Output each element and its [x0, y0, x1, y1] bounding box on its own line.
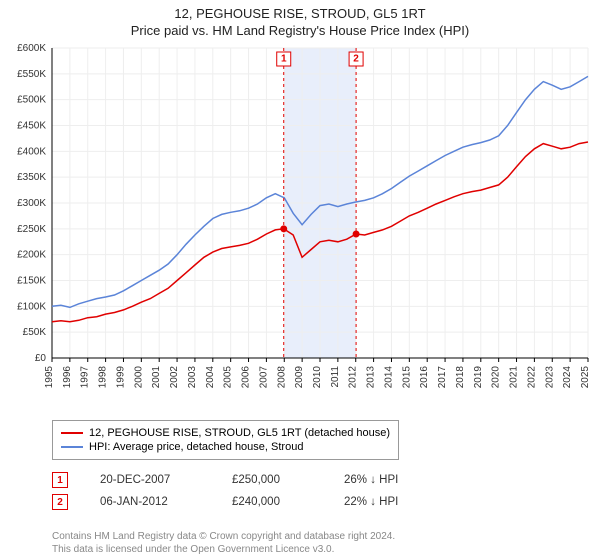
svg-text:2004: 2004: [205, 366, 216, 389]
svg-text:£450K: £450K: [17, 121, 46, 132]
sale-row: 2 06-JAN-2012 £240,000 22% ↓ HPI: [52, 494, 398, 510]
svg-text:2015: 2015: [401, 366, 412, 389]
sale-hpi-delta: 22% ↓ HPI: [344, 496, 398, 508]
sale-date: 20-DEC-2007: [100, 474, 200, 486]
svg-text:2020: 2020: [491, 366, 502, 389]
sales-table: 1 20-DEC-2007 £250,000 26% ↓ HPI 2 06-JAN-201…: [52, 466, 398, 516]
chart-container: 12, PEGHOUSE RISE, STROUD, GL5 1RT Price…: [0, 0, 600, 560]
svg-text:1996: 1996: [62, 366, 73, 389]
svg-text:2009: 2009: [294, 366, 305, 389]
svg-text:2025: 2025: [580, 366, 591, 389]
footer-line-2: This data is licensed under the Open Gov…: [52, 543, 395, 556]
sale-marker-icon: 1: [52, 472, 68, 488]
svg-text:2008: 2008: [276, 366, 287, 389]
svg-text:£550K: £550K: [17, 69, 46, 80]
footer-line-1: Contains HM Land Registry data © Crown c…: [52, 530, 395, 543]
svg-text:2006: 2006: [241, 366, 252, 389]
svg-text:2024: 2024: [562, 366, 573, 389]
svg-text:£500K: £500K: [17, 95, 46, 106]
legend-label: HPI: Average price, detached house, Stro…: [89, 441, 303, 453]
svg-text:£50K: £50K: [23, 327, 47, 338]
svg-text:2011: 2011: [330, 366, 341, 388]
legend-item: HPI: Average price, detached house, Stro…: [61, 441, 390, 453]
line-chart-svg: £0 £50K £100K £150K £200K £250K £300K £350K £400…: [0, 40, 600, 410]
svg-text:1997: 1997: [80, 366, 91, 389]
svg-text:1: 1: [281, 54, 287, 65]
chart-title: 12, PEGHOUSE RISE, STROUD, GL5 1RT: [0, 0, 600, 23]
svg-text:£150K: £150K: [17, 276, 46, 287]
svg-text:2000: 2000: [133, 366, 144, 389]
svg-text:1998: 1998: [98, 366, 109, 389]
svg-text:2001: 2001: [151, 366, 162, 389]
svg-text:£250K: £250K: [17, 224, 46, 235]
svg-text:2007: 2007: [258, 366, 269, 389]
svg-text:2005: 2005: [223, 366, 234, 389]
svg-text:1995: 1995: [44, 366, 55, 389]
svg-text:2010: 2010: [312, 366, 323, 389]
svg-text:£100K: £100K: [17, 301, 46, 312]
svg-text:2019: 2019: [473, 366, 484, 389]
svg-text:2021: 2021: [509, 366, 520, 389]
svg-text:2016: 2016: [419, 366, 430, 389]
svg-text:£0: £0: [35, 353, 47, 364]
legend-label: 12, PEGHOUSE RISE, STROUD, GL5 1RT (deta…: [89, 427, 390, 439]
sale-hpi-delta: 26% ↓ HPI: [344, 474, 398, 486]
svg-text:2022: 2022: [526, 366, 537, 389]
svg-text:£300K: £300K: [17, 198, 46, 209]
svg-text:£400K: £400K: [17, 146, 46, 157]
svg-text:2017: 2017: [437, 366, 448, 389]
svg-text:£600K: £600K: [17, 43, 46, 54]
svg-text:2018: 2018: [455, 366, 466, 389]
legend-item: 12, PEGHOUSE RISE, STROUD, GL5 1RT (deta…: [61, 427, 390, 439]
svg-text:2002: 2002: [169, 366, 180, 389]
footer-attribution: Contains HM Land Registry data © Crown c…: [52, 530, 395, 556]
legend-swatch: [61, 446, 83, 448]
svg-text:2: 2: [353, 54, 359, 65]
legend-swatch: [61, 432, 83, 434]
svg-text:2023: 2023: [544, 366, 555, 389]
svg-text:2003: 2003: [187, 366, 198, 389]
svg-text:2013: 2013: [366, 366, 377, 389]
sale-price: £250,000: [232, 474, 312, 486]
legend: 12, PEGHOUSE RISE, STROUD, GL5 1RT (deta…: [52, 420, 399, 460]
sale-price: £240,000: [232, 496, 312, 508]
sale-row: 1 20-DEC-2007 £250,000 26% ↓ HPI: [52, 472, 398, 488]
svg-text:1999: 1999: [115, 366, 126, 389]
sale-marker-icon: 2: [52, 494, 68, 510]
svg-text:2012: 2012: [348, 366, 359, 389]
svg-text:£200K: £200K: [17, 250, 46, 261]
chart-area: £0 £50K £100K £150K £200K £250K £300K £350K £400…: [0, 40, 600, 410]
svg-text:2014: 2014: [383, 366, 394, 389]
chart-subtitle: Price paid vs. HM Land Registry's House …: [0, 23, 600, 40]
sale-date: 06-JAN-2012: [100, 496, 200, 508]
svg-text:£350K: £350K: [17, 172, 46, 183]
